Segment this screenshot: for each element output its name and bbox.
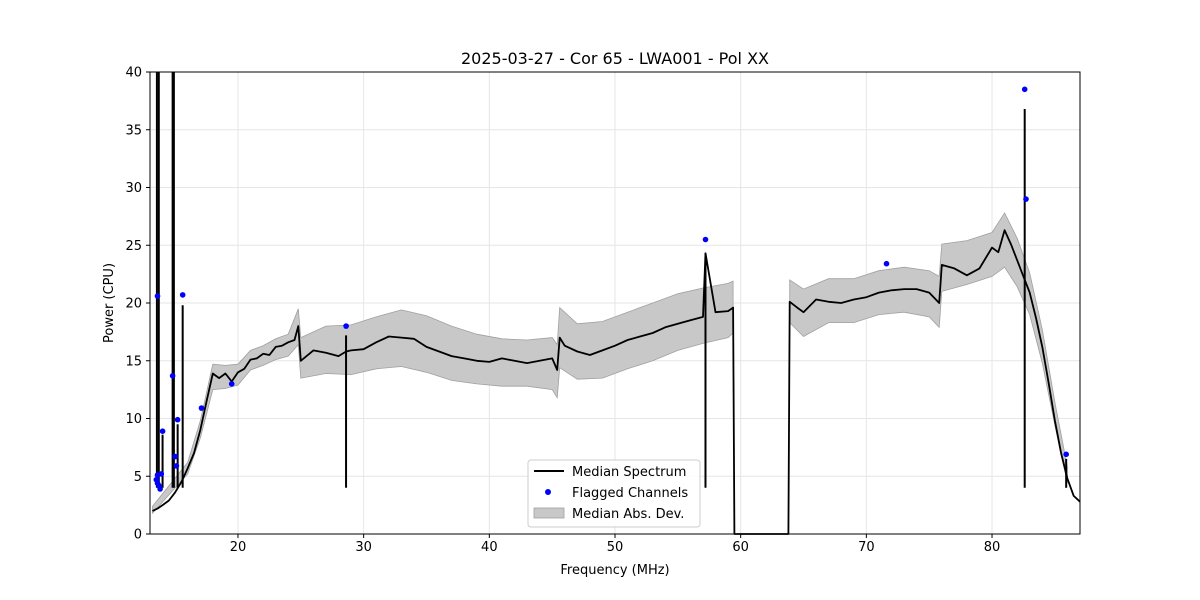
flagged-channel-point xyxy=(1023,196,1029,202)
flagged-channel-point xyxy=(1021,86,1028,93)
y-tick-label: 35 xyxy=(125,123,142,138)
chart-title: 2025-03-27 - Cor 65 - LWA001 - Pol XX xyxy=(461,49,769,68)
flagged-channel-point xyxy=(1063,451,1069,458)
median-spectrum-line xyxy=(152,229,1081,535)
x-tick-label: 50 xyxy=(607,540,624,555)
flagged-channel-point xyxy=(158,471,165,477)
y-axis-ticks: 0 5 10 15 20 25 30 35 40 xyxy=(125,66,150,543)
flagged-channel-point xyxy=(883,260,890,267)
legend-mad-swatch xyxy=(533,507,565,519)
flagged-channel-point xyxy=(172,453,178,460)
flagged-channel-point xyxy=(169,373,176,379)
legend-flagged-swatch xyxy=(545,489,551,495)
flagged-channels-series xyxy=(153,86,1069,492)
x-axis-ticks: 20 30 40 50 60 70 80 xyxy=(230,534,1001,555)
legend-flagged-label: Flagged Channels xyxy=(572,486,688,501)
flagged-channel-point xyxy=(159,428,166,435)
flagged-channel-point xyxy=(343,323,349,329)
y-tick-label: 40 xyxy=(125,66,142,81)
legend-box xyxy=(527,459,701,528)
legend: Median Spectrum Flagged Channels Median … xyxy=(527,459,701,528)
y-tick-label: 5 xyxy=(134,470,142,485)
y-tick-label: 30 xyxy=(125,181,142,196)
y-tick-label: 20 xyxy=(125,297,142,312)
flagged-channel-point xyxy=(702,236,709,243)
flagged-channel-point xyxy=(179,292,186,298)
flagged-channel-point xyxy=(173,463,180,469)
flagged-channel-point xyxy=(157,486,163,492)
mad-band-segment-2 xyxy=(789,212,1068,484)
legend-median-label: Median Spectrum xyxy=(572,465,686,480)
x-tick-label: 40 xyxy=(481,540,498,555)
y-axis-label: Power (CPU) xyxy=(102,263,117,343)
y-tick-label: 25 xyxy=(125,239,142,254)
flagged-channel-point xyxy=(198,405,205,411)
y-tick-label: 10 xyxy=(125,412,142,427)
y-tick-label: 15 xyxy=(125,354,142,369)
median-spectrum-series xyxy=(152,72,1081,535)
x-tick-label: 70 xyxy=(858,540,875,555)
flagged-channel-point xyxy=(174,416,181,423)
x-axis-label: Frequency (MHz) xyxy=(560,563,669,578)
x-tick-label: 30 xyxy=(355,540,372,555)
flagged-channel-point xyxy=(228,381,235,387)
y-tick-label: 0 xyxy=(134,528,142,543)
x-tick-label: 20 xyxy=(230,540,247,555)
x-tick-label: 60 xyxy=(732,540,749,555)
flagged-channel-point xyxy=(154,293,161,299)
x-tick-label: 80 xyxy=(984,540,1001,555)
flagged-channel-point xyxy=(154,480,161,487)
legend-mad-label: Median Abs. Dev. xyxy=(572,507,684,522)
